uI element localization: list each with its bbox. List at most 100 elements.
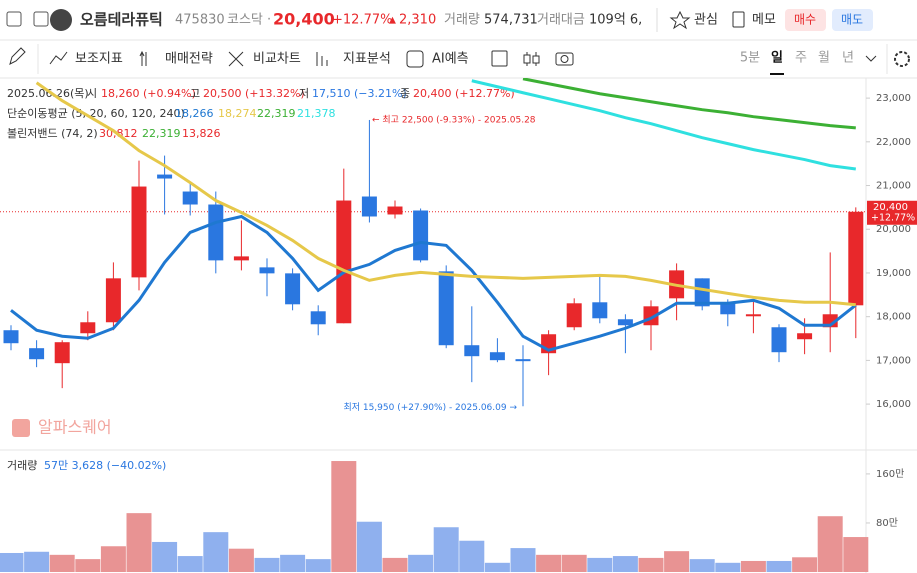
y-tick-label: 21,000 [876,181,911,192]
menu-icon[interactable] [6,11,22,27]
ma-line [522,78,856,130]
bb-value: 22,319 [142,127,181,140]
volume-bar [228,548,254,572]
change: 2,310 [399,13,436,28]
settings-icon[interactable] [894,51,910,67]
volume-bar [715,562,741,572]
candle-icon[interactable] [532,55,540,64]
candle-body [54,342,70,364]
candle-body [464,345,480,357]
info-label: 시 [87,87,97,100]
volume-tick-label: 80만 [876,517,898,529]
candle-body [771,327,787,353]
volume-bar [510,548,536,572]
box-icon[interactable] [491,50,508,67]
annotation: ← 최고 22,500 (-9.33%) - 2025.05.28 [372,114,536,125]
period[interactable]: 월 [818,51,830,66]
y-tick-label: 16,000 [876,399,911,410]
memo-icon[interactable] [732,11,745,28]
candle-body [745,314,761,317]
buy-button[interactable] [785,9,826,31]
toolbar-item[interactable]: 비교차트 [253,52,301,67]
candle-body [592,302,608,319]
ma-line [10,214,857,352]
info-close: 20,400 (+12.77%) [413,87,515,100]
chevron[interactable] [865,55,877,62]
info-date: 2025.06.26(목) [7,87,89,100]
watermark: 알파스퀘어 [38,418,112,437]
candle-body [80,322,96,334]
volume-bar [817,516,843,572]
candle-body [720,303,736,315]
analysis-icon[interactable] [316,52,328,66]
sell-label[interactable]: 매도 [841,13,863,27]
candle-body [208,204,224,261]
indicator-icon[interactable] [49,51,68,65]
candle-body [157,174,173,179]
toolbar-item[interactable]: 보조지표 [75,52,123,67]
toolbar-item[interactable]: AI예측 [432,52,469,67]
y-tick-label: 20,000 [876,224,911,235]
camera-icon[interactable] [555,52,574,66]
volume-bar [740,560,766,572]
bb-label: 볼린저밴드 (74, 2) [7,127,98,140]
y-tick-label: 17,000 [876,355,911,366]
layout-icon[interactable] [33,11,49,27]
info-label: 종 [400,87,410,100]
sell-button[interactable] [832,9,873,31]
candle-body [336,200,352,324]
legend-entry: 18,274 [218,107,257,120]
period[interactable]: 년 [842,51,854,66]
info-label: 고 [190,87,200,100]
strategy-icon[interactable] [139,50,147,66]
volume-bar [459,540,485,572]
buy-label[interactable]: 매수 [794,13,816,27]
candle-body [438,271,454,346]
y-tick-label: 19,000 [876,268,911,279]
price-tag-value: 20,400 [873,202,908,213]
volume-bar [843,537,869,572]
period[interactable]: 5분 [740,51,760,66]
candle-icon[interactable] [523,54,531,64]
stock-code: 475830 [175,13,225,28]
period[interactable]: 주 [795,51,807,66]
volume-bar [792,557,818,572]
candle-body [848,211,864,306]
period[interactable]: 일 [771,51,783,66]
volume-bar [408,554,434,572]
candle-body [29,348,45,360]
candle-body [617,319,633,326]
amount: 109억 6,9 [589,13,651,28]
volume-bar [689,559,715,572]
volume-bar [587,557,613,572]
volume-bar [177,556,203,572]
watch[interactable]: 관심 [694,13,718,28]
ma-label: 단순이동평균 (5, 20, 60, 120, 240) [7,107,185,120]
candle-body [387,206,403,215]
volume: 574,731 [484,13,538,28]
volume-bar [0,552,24,572]
star-icon[interactable] [669,10,691,30]
y-tick-label: 23,000 [876,93,911,104]
legend-entry: 22,319 [257,107,296,120]
amount-label: 거래대금 [537,13,585,28]
volume-bar [664,551,690,572]
info-low: 17,510 (−3.21%) [312,87,407,100]
plot [0,78,866,407]
stock-name[interactable]: 오름테라퓨틱 [80,11,163,29]
annotation: 최저 15,950 (+27.90%) - 2025.06.09 → [343,402,517,413]
candle-body [361,196,377,217]
volume-value: 57만 3,628 (−40.02%) [44,459,166,472]
candle-body [566,303,582,328]
memo[interactable]: 메모 [752,13,776,28]
toolbar-item[interactable]: 지표분석 [343,52,391,67]
volume-bar [24,551,50,572]
price-tag-change: +12.77% [871,212,915,223]
toolbar-item[interactable]: 매매전략 [165,52,213,67]
candle-body [797,333,813,340]
candle-body [182,191,198,205]
candle-body [413,210,429,261]
pencil-icon[interactable] [9,47,26,65]
ai-icon[interactable] [406,50,424,68]
compare-icon[interactable] [228,51,244,67]
